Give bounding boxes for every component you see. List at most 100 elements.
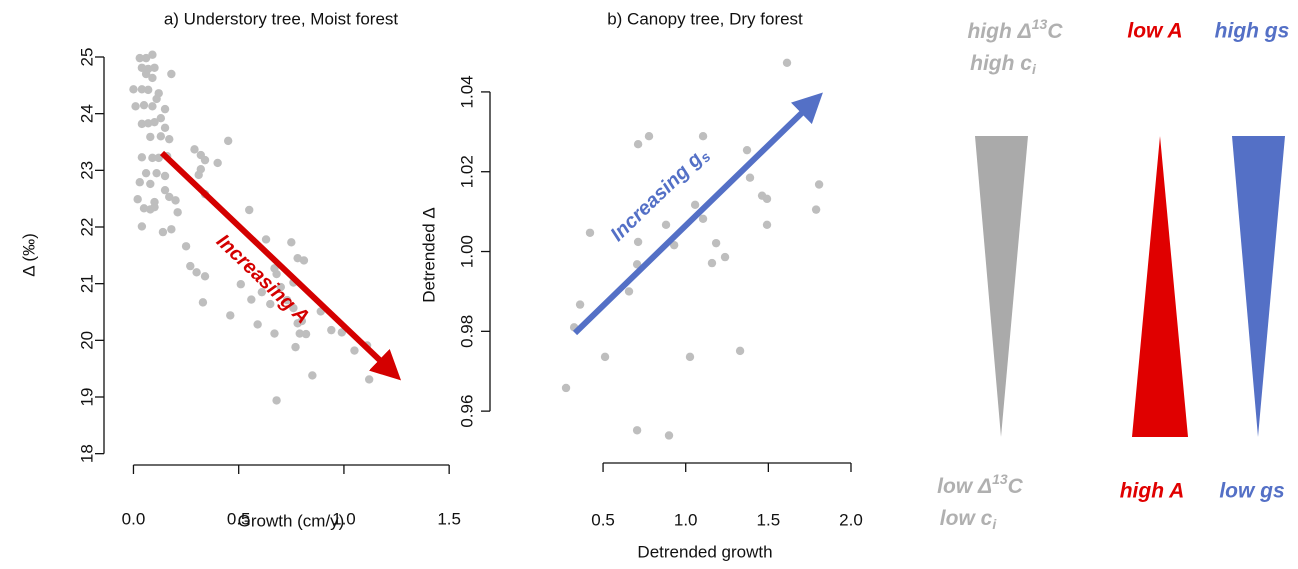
x-axis-label: Growth (cm/y): [238, 511, 345, 530]
point: [129, 85, 138, 94]
point: [720, 252, 730, 262]
point: [253, 320, 262, 329]
point: [624, 287, 634, 296]
annotation-text: Increasing g: [607, 148, 707, 246]
y-tick-label: 24: [77, 104, 96, 123]
point: [135, 53, 144, 63]
point: [137, 153, 147, 162]
point: [236, 280, 246, 289]
point: [742, 145, 752, 155]
point: [291, 342, 300, 352]
point: [632, 260, 642, 269]
point: [782, 58, 792, 67]
point: [160, 185, 170, 195]
y-tick-label: 18: [77, 444, 96, 463]
point: [762, 194, 772, 204]
point: [600, 352, 610, 362]
point: [735, 346, 745, 356]
point: [143, 85, 153, 95]
point: [337, 328, 347, 337]
annotation: Increasing gs: [607, 143, 714, 247]
point: [139, 204, 149, 213]
y-tick-label: 0.98: [457, 315, 476, 348]
point: [150, 63, 159, 72]
y-tick-label: 1.02: [457, 155, 476, 188]
x-tick-label: 0.0: [122, 509, 146, 528]
label-sub: i: [992, 516, 997, 532]
point: [295, 329, 304, 338]
point: [165, 134, 174, 144]
point: [139, 100, 149, 110]
point: [308, 371, 317, 380]
point: [814, 180, 824, 189]
y-tick-label: 19: [77, 388, 96, 407]
label: high A: [1120, 480, 1185, 503]
y-tick-label: 1.00: [457, 235, 476, 268]
x-tick-label: 1.5: [757, 510, 781, 529]
x-tick-label: 1.5: [437, 509, 461, 528]
point: [150, 117, 159, 127]
point: [669, 240, 679, 250]
point: [152, 168, 161, 178]
point: [644, 132, 654, 141]
point: [198, 298, 208, 307]
point: [266, 299, 275, 309]
label: low A: [1127, 20, 1182, 43]
point: [297, 316, 307, 326]
point: [146, 132, 155, 142]
point: [223, 136, 233, 146]
point: [289, 303, 298, 313]
label-text: C: [1008, 475, 1024, 498]
label: high ci: [970, 52, 1037, 77]
point: [698, 132, 708, 141]
point: [137, 119, 147, 129]
point: [135, 178, 144, 187]
x-tick-label: 1.0: [332, 509, 356, 528]
point: [137, 63, 147, 72]
point: [272, 269, 281, 279]
y-tick-label: 25: [77, 48, 96, 67]
point: [186, 261, 195, 271]
point: [143, 119, 153, 128]
y-tick-label: 22: [77, 218, 96, 237]
point: [160, 123, 170, 133]
point: [633, 139, 643, 149]
point: [200, 272, 210, 281]
point: [632, 426, 642, 435]
point: [200, 155, 210, 165]
y-tick-label: 1.04: [457, 75, 476, 108]
chart-title: a) Understory tree, Moist forest: [164, 9, 399, 28]
point: [160, 171, 170, 181]
point: [148, 50, 157, 59]
point: [270, 329, 279, 338]
point: [141, 168, 151, 178]
point: [148, 73, 157, 83]
label-text: low Δ: [937, 475, 992, 498]
point: [192, 268, 201, 277]
point: [148, 153, 157, 163]
triangle: [975, 136, 1028, 437]
x-tick-label: 0.5: [227, 509, 251, 528]
arrow: [159, 150, 402, 381]
point: [156, 132, 166, 141]
y-tick-label: 0.96: [457, 395, 476, 428]
chart-title: b) Canopy tree, Dry forest: [607, 9, 803, 28]
point: [181, 242, 191, 251]
point: [213, 158, 222, 168]
point: [137, 85, 147, 94]
point: [167, 225, 176, 234]
x-axis-label: Detrended growth: [637, 542, 772, 561]
point: [282, 295, 292, 305]
x-tick-label: 1.0: [674, 510, 698, 529]
arrow: [572, 92, 823, 336]
point: [633, 237, 643, 247]
point: [690, 200, 700, 210]
point: [661, 220, 671, 229]
point: [194, 170, 203, 180]
label-sup: 13: [1032, 16, 1048, 32]
point: [711, 238, 721, 248]
y-tick-label: 20: [77, 331, 96, 350]
point: [245, 205, 254, 215]
point: [261, 235, 271, 244]
